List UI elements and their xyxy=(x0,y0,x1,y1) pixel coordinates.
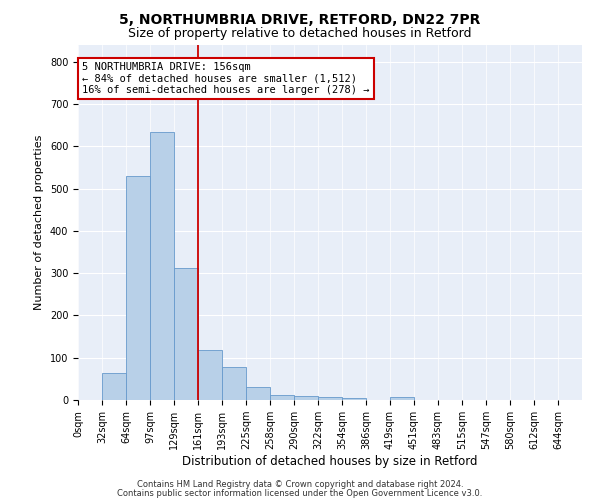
Text: 5, NORTHUMBRIA DRIVE, RETFORD, DN22 7PR: 5, NORTHUMBRIA DRIVE, RETFORD, DN22 7PR xyxy=(119,12,481,26)
Bar xyxy=(390,396,414,400)
Bar xyxy=(126,176,150,400)
X-axis label: Distribution of detached houses by size in Retford: Distribution of detached houses by size … xyxy=(182,455,478,468)
Bar xyxy=(222,367,246,400)
Bar xyxy=(342,398,366,400)
Text: 5 NORTHUMBRIA DRIVE: 156sqm
← 84% of detached houses are smaller (1,512)
16% of : 5 NORTHUMBRIA DRIVE: 156sqm ← 84% of det… xyxy=(82,62,370,95)
Bar xyxy=(174,268,198,400)
Text: Size of property relative to detached houses in Retford: Size of property relative to detached ho… xyxy=(128,28,472,40)
Bar xyxy=(198,350,222,400)
Text: Contains public sector information licensed under the Open Government Licence v3: Contains public sector information licen… xyxy=(118,488,482,498)
Bar xyxy=(270,394,294,400)
Text: Contains HM Land Registry data © Crown copyright and database right 2024.: Contains HM Land Registry data © Crown c… xyxy=(137,480,463,489)
Bar xyxy=(318,397,342,400)
Bar xyxy=(246,388,270,400)
Bar xyxy=(294,396,318,400)
Bar xyxy=(102,372,126,400)
Y-axis label: Number of detached properties: Number of detached properties xyxy=(34,135,44,310)
Bar xyxy=(150,132,174,400)
